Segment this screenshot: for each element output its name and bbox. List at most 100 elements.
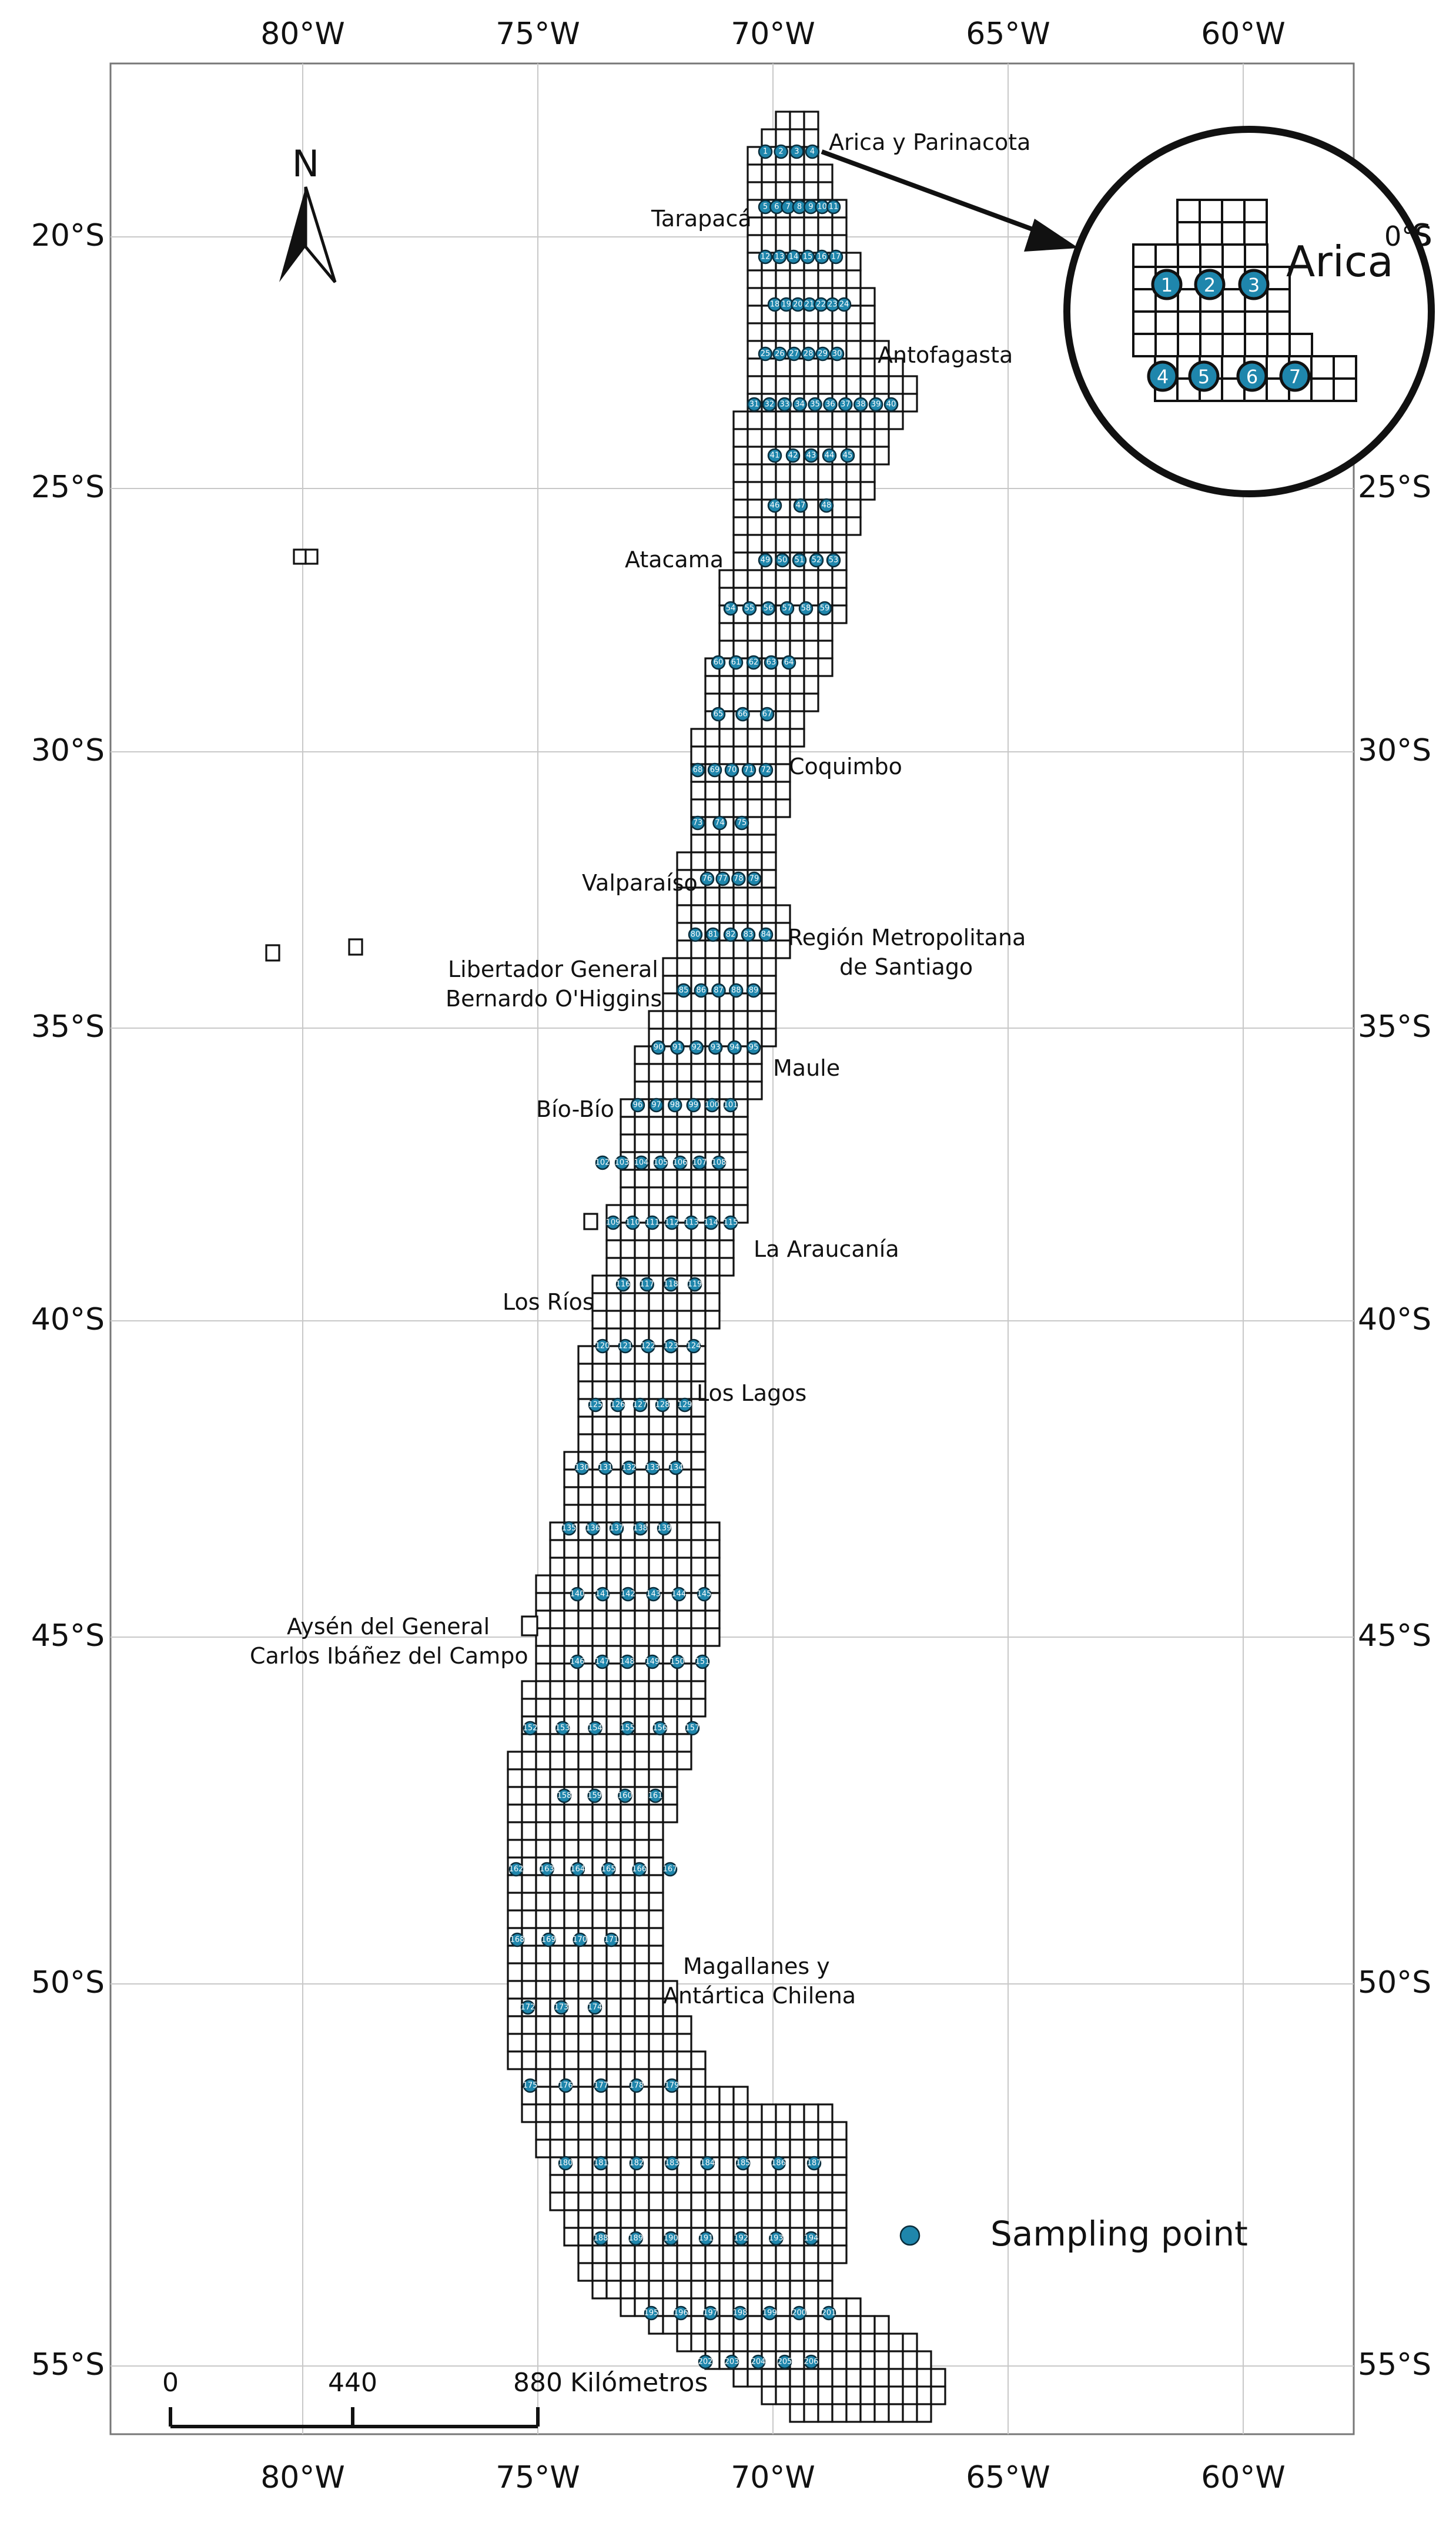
grid-cell [605,1627,622,1647]
grid-cell [676,2086,692,2106]
sampling-point-number: 83 [744,931,754,939]
grid-cell [535,1997,551,2017]
grid-cell [747,234,763,254]
grid-cell [648,1257,664,1277]
islands [265,548,598,1637]
sampling-point-number: 62 [749,658,759,667]
grid-cell [563,2033,580,2053]
grid-cell [789,163,805,183]
sampling-point: 63 [764,655,779,670]
sampling-point-number: 93 [711,1043,721,1052]
sampling-point-number: 194 [804,2234,819,2243]
sampling-point-icon [618,1338,632,1354]
sampling-point-number: 204 [751,2358,766,2367]
grid-cell [577,1698,594,1718]
grid-cell [634,1927,650,1947]
sampling-point-icon [723,1097,738,1113]
grid-cell [662,1080,678,1100]
grid-cell [577,2068,594,2088]
sampling-point-icon [664,1277,678,1292]
grid-cell [859,2403,876,2423]
grid-cell [775,2368,791,2388]
grid-cell [789,2350,805,2370]
sampling-point-icon [817,601,832,616]
sampling-point: 62 [746,655,761,670]
grid-cell [577,1892,594,1912]
grid-cell [676,1380,692,1400]
sampling-point: 203 [725,2354,739,2370]
sampling-point: 58 [798,601,814,616]
sampling-point-icon [664,2078,680,2093]
sampling-point-icon [595,1587,610,1602]
grid-cell [605,1768,622,1788]
grid-cell [507,1839,523,1859]
grid-cell [563,1768,580,1788]
grid-cell [718,2156,735,2176]
grid-cell [620,1927,636,1947]
sampling-point-icon [628,2231,643,2246]
grid-cell [704,1080,721,1100]
grid-cell [789,2262,805,2282]
grid-cell [775,128,791,148]
region-atacama: Atacama [625,547,724,573]
sampling-point-icon [741,762,757,778]
grid-cell [803,163,819,183]
sampling-point-icon [723,927,738,942]
grid-cell [775,781,791,801]
grid-cell [563,1627,580,1647]
sampling-point-number: 92 [692,1043,702,1052]
sampling-point-icon [712,815,727,831]
grid-cell [803,2262,819,2282]
grid-cell [817,657,834,677]
grid-cell [591,1292,608,1312]
sampling-point: 109 [606,1215,620,1230]
grid-cell [704,2174,721,2194]
grid-cell [634,1363,650,1383]
grid-cell [591,2103,608,2123]
sampling-point: 191 [699,2231,713,2246]
sampling-point-icon [823,397,838,412]
grid-cell [563,2139,580,2158]
grid-cell [845,340,862,360]
grid-cell [563,2174,580,2194]
grid-cell [775,763,791,783]
sampling-point-icon [758,249,773,265]
grid-cell [747,357,763,377]
grid-cell [662,1363,678,1383]
grid-cell [549,1609,565,1629]
sampling-point: 144 [671,1587,686,1602]
grid-cell [704,2139,721,2158]
grid-cell [507,1803,523,1823]
sampling-point-icon [814,249,829,265]
grid-cell [605,1363,622,1383]
grid-cell [718,1169,735,1189]
grid-cell [690,798,707,818]
grid-cell [648,1415,664,1435]
grid-cell [789,2280,805,2300]
grid-cell [859,340,876,360]
sampling-point-icon [792,553,807,568]
grid-cell [634,1751,650,1771]
grid-cell [620,1504,636,1524]
grid-cell [747,269,763,289]
grid-cell [831,2139,848,2158]
grid-cell [831,2191,848,2211]
grid-cell [620,2280,636,2300]
sampling-point: 26 [772,346,787,362]
grid-cell [648,1186,664,1206]
grid-cell [761,2385,777,2405]
grid-cell [648,1239,664,1259]
grid-cell [831,322,848,342]
grid-cell [605,2156,622,2176]
grid-cell [676,939,692,959]
grid-cell [591,2262,608,2282]
grid-cell [577,1874,594,1894]
grid-cell [859,357,876,377]
grid-cell [577,1945,594,1965]
grid-cell [620,2191,636,2211]
sampling-point: 130 [575,1460,589,1475]
grid-cell [577,2015,594,2035]
sampling-point: 170 [573,1932,587,1947]
sampling-point-number: 52 [812,556,822,565]
grid-cell [690,1451,707,1471]
